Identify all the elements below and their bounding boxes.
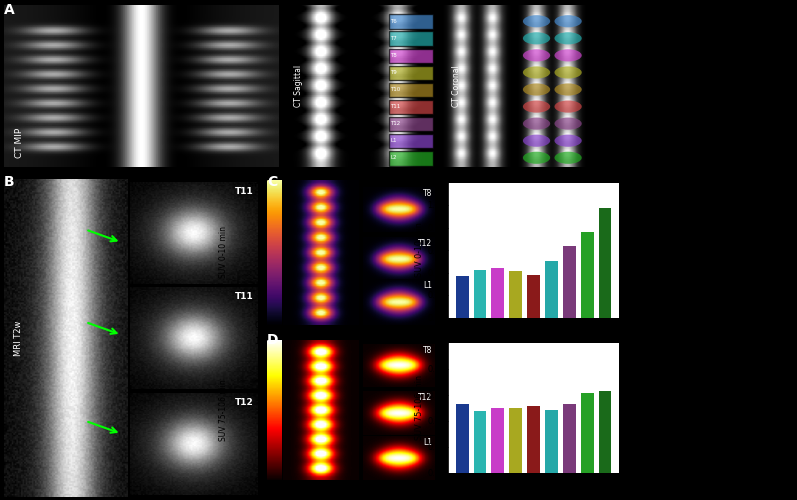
Text: T12: T12	[391, 121, 401, 126]
Text: B: B	[4, 175, 14, 189]
Ellipse shape	[523, 152, 550, 164]
Text: L2: L2	[391, 155, 397, 160]
Ellipse shape	[523, 66, 550, 78]
Bar	[492, 268, 505, 318]
Bar	[563, 404, 575, 472]
Text: D: D	[267, 332, 278, 346]
Bar	[545, 410, 558, 472]
Text: T8: T8	[423, 346, 432, 354]
Text: L1: L1	[391, 138, 397, 143]
Text: T6: T6	[391, 18, 397, 24]
Text: C: C	[267, 175, 277, 189]
FancyBboxPatch shape	[389, 134, 433, 148]
Bar	[581, 232, 594, 318]
Text: CT Coronal: CT Coronal	[451, 66, 461, 107]
Text: CT Sagittal: CT Sagittal	[294, 65, 304, 108]
Text: T9: T9	[391, 70, 397, 75]
Ellipse shape	[555, 66, 582, 78]
Bar	[456, 404, 469, 472]
Ellipse shape	[523, 50, 550, 62]
Ellipse shape	[555, 152, 582, 164]
Text: SUV 0-10 min: SUV 0-10 min	[219, 226, 229, 278]
Bar	[581, 393, 594, 472]
Ellipse shape	[555, 134, 582, 147]
Text: T7: T7	[391, 36, 397, 41]
Ellipse shape	[523, 134, 550, 147]
Ellipse shape	[523, 118, 550, 130]
Ellipse shape	[523, 84, 550, 96]
Text: T12: T12	[418, 393, 432, 402]
FancyBboxPatch shape	[389, 82, 433, 98]
Text: T8: T8	[391, 53, 397, 58]
FancyBboxPatch shape	[389, 14, 433, 29]
Bar	[527, 406, 540, 472]
Text: T11: T11	[235, 186, 253, 196]
Bar	[599, 208, 611, 318]
Text: L1: L1	[423, 438, 432, 447]
Ellipse shape	[555, 84, 582, 96]
FancyBboxPatch shape	[389, 66, 433, 80]
Bar	[563, 246, 575, 318]
Bar	[599, 390, 611, 472]
FancyBboxPatch shape	[389, 151, 433, 166]
Bar	[527, 275, 540, 318]
Text: A: A	[4, 2, 14, 16]
FancyBboxPatch shape	[389, 48, 433, 63]
Ellipse shape	[555, 100, 582, 112]
Ellipse shape	[523, 15, 550, 28]
Ellipse shape	[523, 32, 550, 44]
Text: T12: T12	[418, 239, 432, 248]
Bar	[509, 408, 522, 472]
Ellipse shape	[555, 50, 582, 62]
Text: T10: T10	[391, 87, 401, 92]
Bar	[473, 410, 486, 472]
Bar	[509, 272, 522, 318]
Text: T12: T12	[235, 398, 253, 406]
FancyBboxPatch shape	[389, 117, 433, 132]
Y-axis label: SUV 75-106 min: SUV 75-106 min	[415, 375, 424, 440]
Bar	[456, 276, 469, 318]
Bar	[545, 261, 558, 318]
Ellipse shape	[523, 100, 550, 112]
Text: T11: T11	[391, 104, 401, 109]
Bar	[492, 408, 505, 472]
Ellipse shape	[555, 32, 582, 44]
Bar	[473, 270, 486, 318]
FancyBboxPatch shape	[389, 32, 433, 46]
Text: CT MIP: CT MIP	[15, 128, 24, 158]
Y-axis label: SUV 0-10 min: SUV 0-10 min	[415, 222, 424, 278]
Text: MRI T2w: MRI T2w	[14, 320, 23, 356]
Ellipse shape	[555, 15, 582, 28]
Ellipse shape	[555, 118, 582, 130]
Text: L1: L1	[423, 282, 432, 290]
Text: T8: T8	[423, 189, 432, 198]
Text: SUV 75-106 min: SUV 75-106 min	[219, 379, 229, 441]
FancyBboxPatch shape	[389, 100, 433, 114]
Text: T11: T11	[235, 292, 253, 300]
